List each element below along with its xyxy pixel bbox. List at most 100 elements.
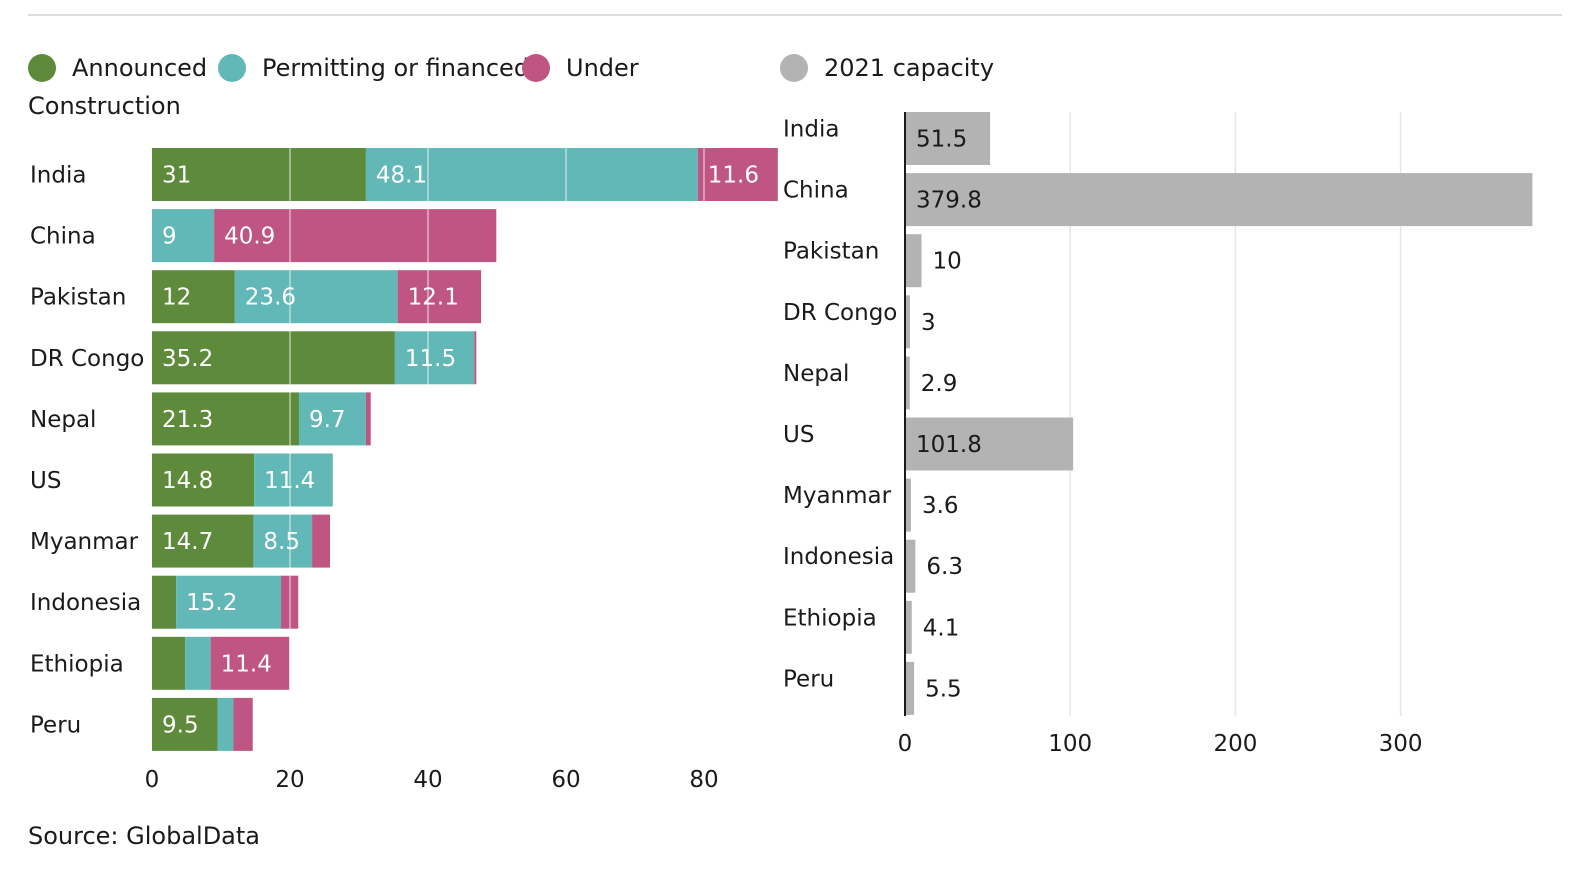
data-label-announced-dr-congo: 35.2: [162, 346, 213, 372]
legend-label-permitting: Permitting or financed: [262, 54, 530, 82]
bar-announced-indonesia: [152, 575, 177, 629]
bar-capacity-indonesia: [905, 539, 916, 593]
category-label-us: US: [30, 468, 61, 494]
bar-announced-us: [152, 453, 255, 507]
capacity-category-label-indonesia: Indonesia: [783, 544, 894, 570]
bar-permitting-peru: [217, 697, 234, 751]
data-label-capacity-india: 51.5: [916, 127, 967, 153]
data-label-announced-india: 31: [162, 163, 191, 189]
data-label-announced-peru: 9.5: [162, 712, 199, 738]
category-label-peru: Peru: [30, 712, 81, 738]
category-label-china: China: [30, 224, 96, 250]
category-label-indonesia: Indonesia: [30, 590, 141, 616]
data-label-announced-us: 14.8: [162, 468, 213, 494]
capacity-category-label-pakistan: Pakistan: [783, 239, 879, 265]
bar-permitting-ethiopia: [185, 636, 211, 690]
category-label-dr-congo: DR Congo: [30, 346, 144, 372]
x-tick-left-20: 20: [275, 767, 304, 793]
bar-capacity-us: [905, 417, 1074, 471]
category-label-myanmar: Myanmar: [30, 529, 139, 555]
x-tick-right-100: 100: [1048, 731, 1092, 757]
x-tick-left-80: 80: [689, 767, 718, 793]
bar-capacity-myanmar: [905, 478, 911, 532]
bar-capacity-pakistan: [905, 234, 922, 288]
bar-under-construction-china: [214, 209, 497, 263]
bar-announced-ethiopia: [152, 636, 186, 690]
legend-announced: Announced: [28, 54, 207, 82]
data-label-capacity-peru: 5.5: [925, 676, 962, 702]
bar-permitting-us: [254, 453, 333, 507]
bar-under-construction-ethiopia: [210, 636, 290, 690]
bar-under-construction-peru: [233, 697, 253, 751]
legend-label-under: Under: [566, 54, 639, 82]
bar-capacity-ethiopia: [905, 600, 912, 654]
bar-permitting-nepal: [298, 392, 366, 446]
data-label-permitting-india: 48.1: [376, 163, 427, 189]
data-label-capacity-dr-congo: 3: [921, 310, 936, 336]
source-note: Source: GlobalData: [28, 822, 261, 850]
legend-capacity: 2021 capacity: [780, 54, 994, 82]
top-rule: [28, 14, 1562, 16]
bar-under-construction-pakistan: [397, 270, 482, 324]
x-tick-right-200: 200: [1213, 731, 1257, 757]
category-label-india: India: [30, 163, 86, 189]
bar-announced-india: [152, 148, 366, 201]
category-label-pakistan: Pakistan: [30, 285, 126, 311]
legend-label-announced: Announced: [72, 54, 208, 82]
data-label-permitting-china: 9: [162, 224, 177, 250]
capacity-category-label-peru: Peru: [783, 666, 834, 692]
bar-capacity-china: [905, 173, 1533, 227]
x-tick-right-0: 0: [898, 731, 913, 757]
capacity-category-label-myanmar: Myanmar: [783, 483, 892, 509]
legend-dot-capacity: [780, 54, 808, 82]
legend-under: Under: [522, 54, 639, 82]
data-label-under-construction-china: 40.9: [224, 224, 275, 250]
bar-announced-pakistan: [152, 270, 235, 324]
bar-announced-nepal: [152, 392, 299, 446]
bar-announced-myanmar: [152, 514, 254, 568]
bar-permitting-china: [152, 209, 215, 263]
bar-permitting-indonesia: [176, 575, 282, 629]
legend-permitting: Permitting or financed: [218, 54, 529, 82]
category-label-nepal: Nepal: [30, 407, 96, 433]
x-tick-left-40: 40: [413, 767, 442, 793]
data-label-announced-nepal: 21.3: [162, 407, 213, 433]
bar-announced-dr-congo: [152, 331, 395, 385]
data-label-under-construction-india: 11.6: [708, 163, 759, 189]
bar-under-construction-india: [697, 148, 778, 201]
data-label-capacity-china: 379.8: [916, 188, 982, 214]
capacity-category-label-ethiopia: Ethiopia: [783, 605, 877, 631]
data-label-capacity-myanmar: 3.6: [922, 493, 959, 519]
bar-permitting-dr-congo: [394, 331, 475, 385]
bar-permitting-india: [365, 148, 698, 201]
data-label-permitting-indonesia: 15.2: [186, 590, 237, 616]
legend-dot-under: [522, 54, 550, 82]
bar-capacity-nepal: [905, 356, 910, 410]
category-label-ethiopia: Ethiopia: [30, 651, 124, 677]
data-label-permitting-nepal: 9.7: [309, 407, 346, 433]
bar-capacity-peru: [905, 661, 915, 715]
capacity-category-label-china: China: [783, 178, 849, 204]
x-tick-left-0: 0: [145, 767, 160, 793]
data-label-capacity-ethiopia: 4.1: [923, 615, 960, 641]
legend-dot-permitting: [218, 54, 246, 82]
x-tick-left-60: 60: [551, 767, 580, 793]
bar-capacity-dr-congo: [905, 295, 910, 349]
data-label-permitting-dr-congo: 11.5: [405, 346, 456, 372]
data-label-capacity-indonesia: 6.3: [926, 554, 963, 580]
capacity-category-label-dr-congo: DR Congo: [783, 300, 897, 326]
legend-dot-announced: [28, 54, 56, 82]
data-label-under-construction-ethiopia: 11.4: [221, 651, 272, 677]
data-label-permitting-pakistan: 23.6: [245, 285, 296, 311]
capacity-category-label-us: US: [783, 422, 814, 448]
bar-announced-peru: [152, 697, 218, 751]
bar-permitting-myanmar: [253, 514, 313, 568]
data-label-announced-myanmar: 14.7: [162, 529, 213, 555]
data-label-announced-pakistan: 12: [162, 285, 191, 311]
data-label-capacity-nepal: 2.9: [921, 371, 958, 397]
bar-under-construction-nepal: [365, 392, 371, 446]
capacity-category-label-nepal: Nepal: [783, 361, 849, 387]
data-label-permitting-myanmar: 8.5: [263, 529, 300, 555]
bar-under-construction-myanmar: [312, 514, 331, 568]
bar-capacity-india: [905, 112, 991, 165]
